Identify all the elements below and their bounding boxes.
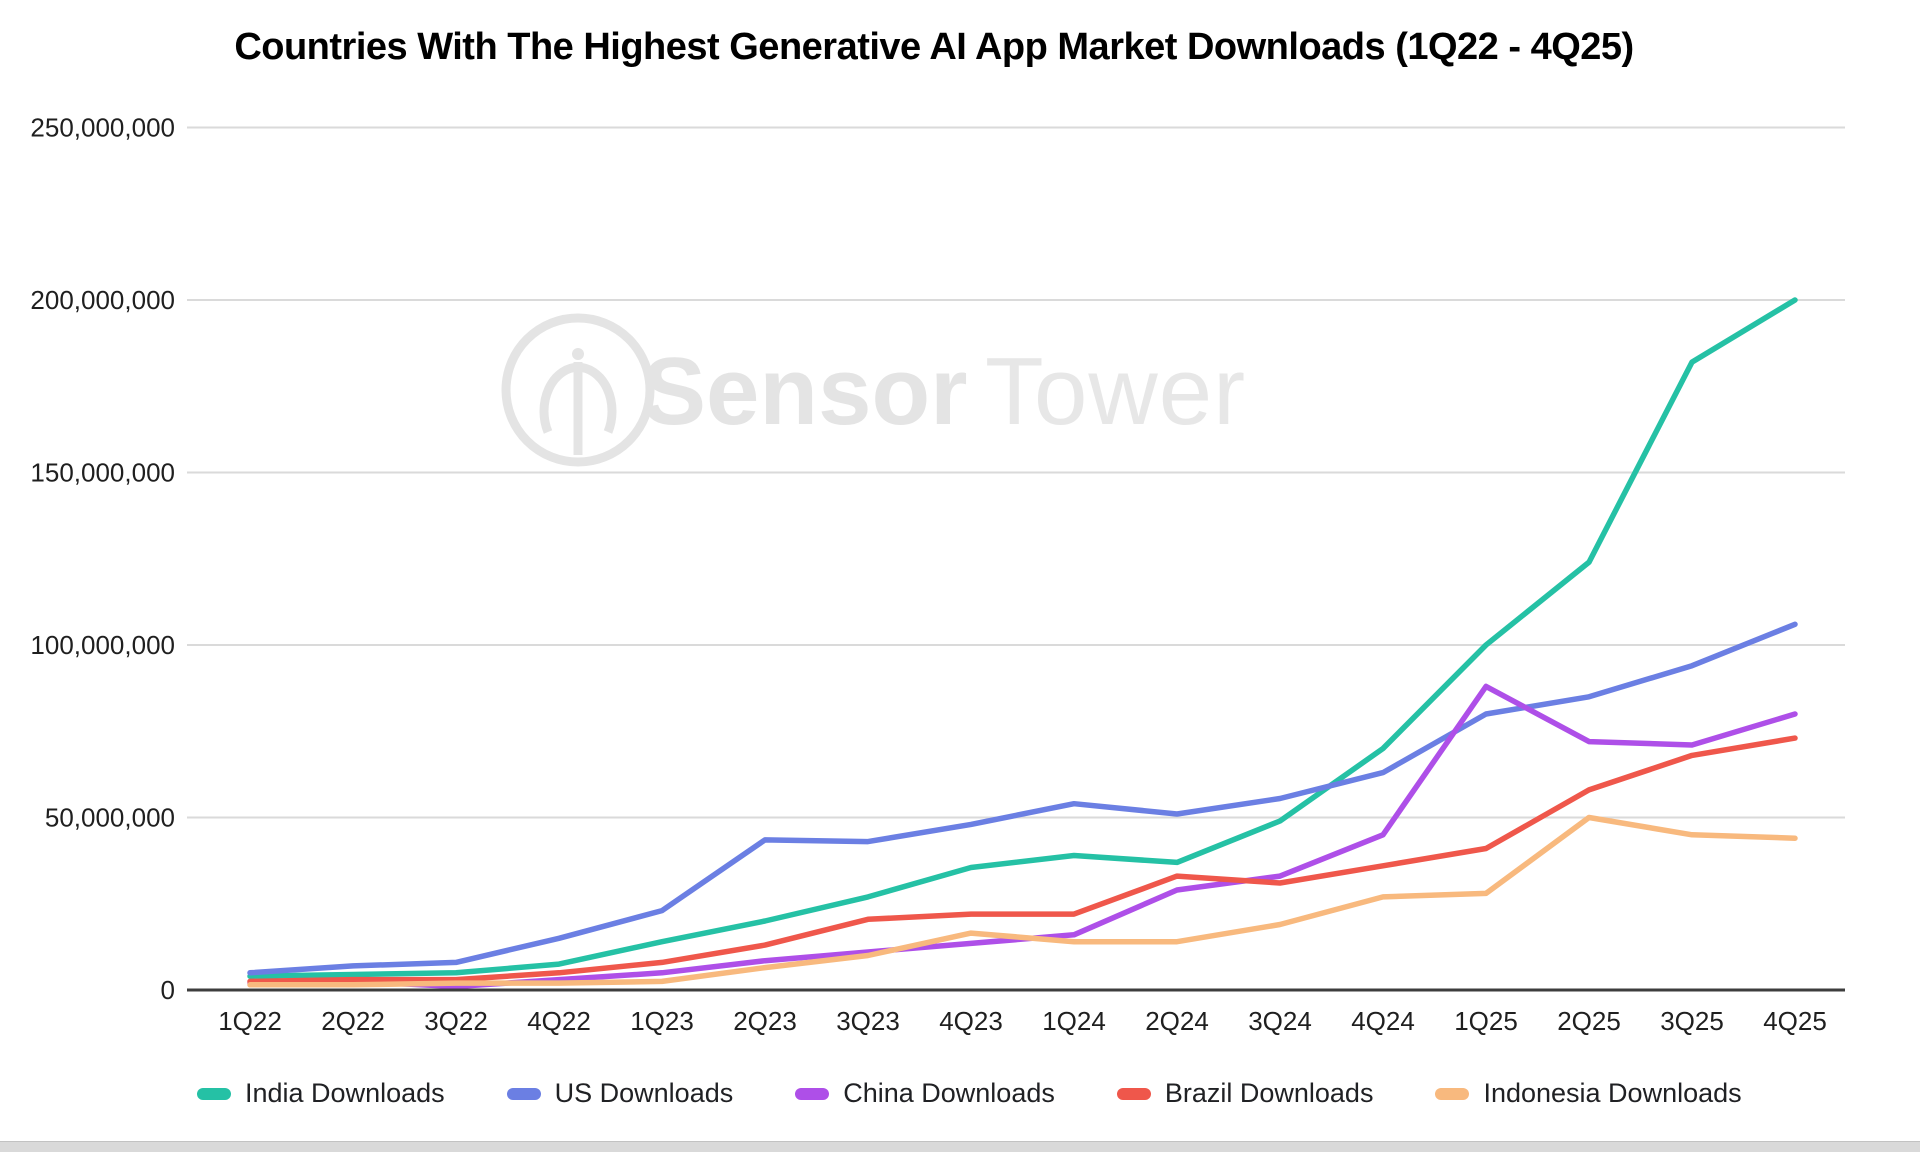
legend-swatch-icon: [1435, 1087, 1470, 1100]
x-tick-label: 2Q25: [1557, 1006, 1621, 1036]
legend-item-china-downloads: China Downloads: [795, 1078, 1055, 1109]
x-tick-label: 1Q22: [218, 1006, 282, 1036]
legend-label: Brazil Downloads: [1164, 1078, 1374, 1108]
legend-swatch-icon: [795, 1087, 830, 1100]
legend-item-india-downloads: India Downloads: [197, 1078, 445, 1109]
y-tick-label: 0: [161, 975, 175, 1005]
x-tick-label: 3Q23: [836, 1006, 900, 1036]
x-tick-label: 2Q23: [733, 1006, 797, 1036]
x-tick-label: 4Q25: [1763, 1006, 1827, 1036]
watermark: Sensor Tower: [501, 313, 1246, 467]
x-tick-label: 3Q22: [424, 1006, 488, 1036]
x-tick-label: 4Q24: [1351, 1006, 1415, 1036]
legend-swatch-icon: [1116, 1087, 1151, 1100]
legend-label: Indonesia Downloads: [1483, 1078, 1742, 1108]
legend-swatch-icon: [506, 1087, 541, 1100]
sensor-tower-logo-icon: [501, 313, 655, 467]
legend-item-brazil-downloads: Brazil Downloads: [1116, 1078, 1374, 1109]
watermark-text-bold: Sensor: [642, 338, 967, 445]
y-tick-label: 50,000,000: [45, 803, 175, 833]
x-tick-label: 1Q23: [630, 1006, 694, 1036]
series-line-us-downloads: [247, 621, 1798, 976]
x-tick-label: 3Q24: [1248, 1006, 1312, 1036]
legend-item-indonesia-downloads: Indonesia Downloads: [1435, 1078, 1742, 1109]
series-line-india-downloads: [247, 297, 1798, 979]
legend-label: China Downloads: [843, 1078, 1055, 1108]
chart-legend: India Downloads US Downloads China Downloa…: [197, 1078, 1742, 1109]
y-tick-label: 200,000,000: [30, 285, 175, 315]
x-tick-label: 1Q24: [1042, 1006, 1106, 1036]
series-line-indonesia-downloads: [247, 814, 1798, 988]
legend-label: US Downloads: [554, 1078, 734, 1108]
series-line-brazil-downloads: [247, 735, 1798, 985]
legend-label: India Downloads: [245, 1078, 445, 1108]
horizontal-scrollbar[interactable]: [0, 1141, 1920, 1152]
x-tick-label: 4Q23: [939, 1006, 1003, 1036]
x-tick-label: 1Q25: [1454, 1006, 1518, 1036]
y-tick-label: 150,000,000: [30, 458, 175, 488]
axis-layer: 1Q22 2Q22 3Q22 4Q22 1Q23 2Q23 3Q23 4Q23 1Q24 2Q24…: [187, 988, 1845, 1036]
x-tick-label: 3Q25: [1660, 1006, 1724, 1036]
series-lines: [247, 297, 1798, 990]
x-tick-label: 2Q22: [321, 1006, 385, 1036]
x-tick-label: 4Q22: [527, 1006, 591, 1036]
y-tick-label: 250,000,000: [30, 113, 175, 143]
chart-title: Countries With The Highest Generative AI…: [234, 26, 1634, 68]
y-tick-label: 100,000,000: [30, 630, 175, 660]
gridlines: 0 50,000,000 100,000,000 150,000,000 200,000…: [30, 113, 1845, 1005]
legend-item-us-downloads: US Downloads: [506, 1078, 734, 1109]
x-tick-label: 2Q24: [1145, 1006, 1209, 1036]
watermark-text-light: Tower: [985, 338, 1246, 445]
legend-swatch-icon: [197, 1087, 231, 1100]
